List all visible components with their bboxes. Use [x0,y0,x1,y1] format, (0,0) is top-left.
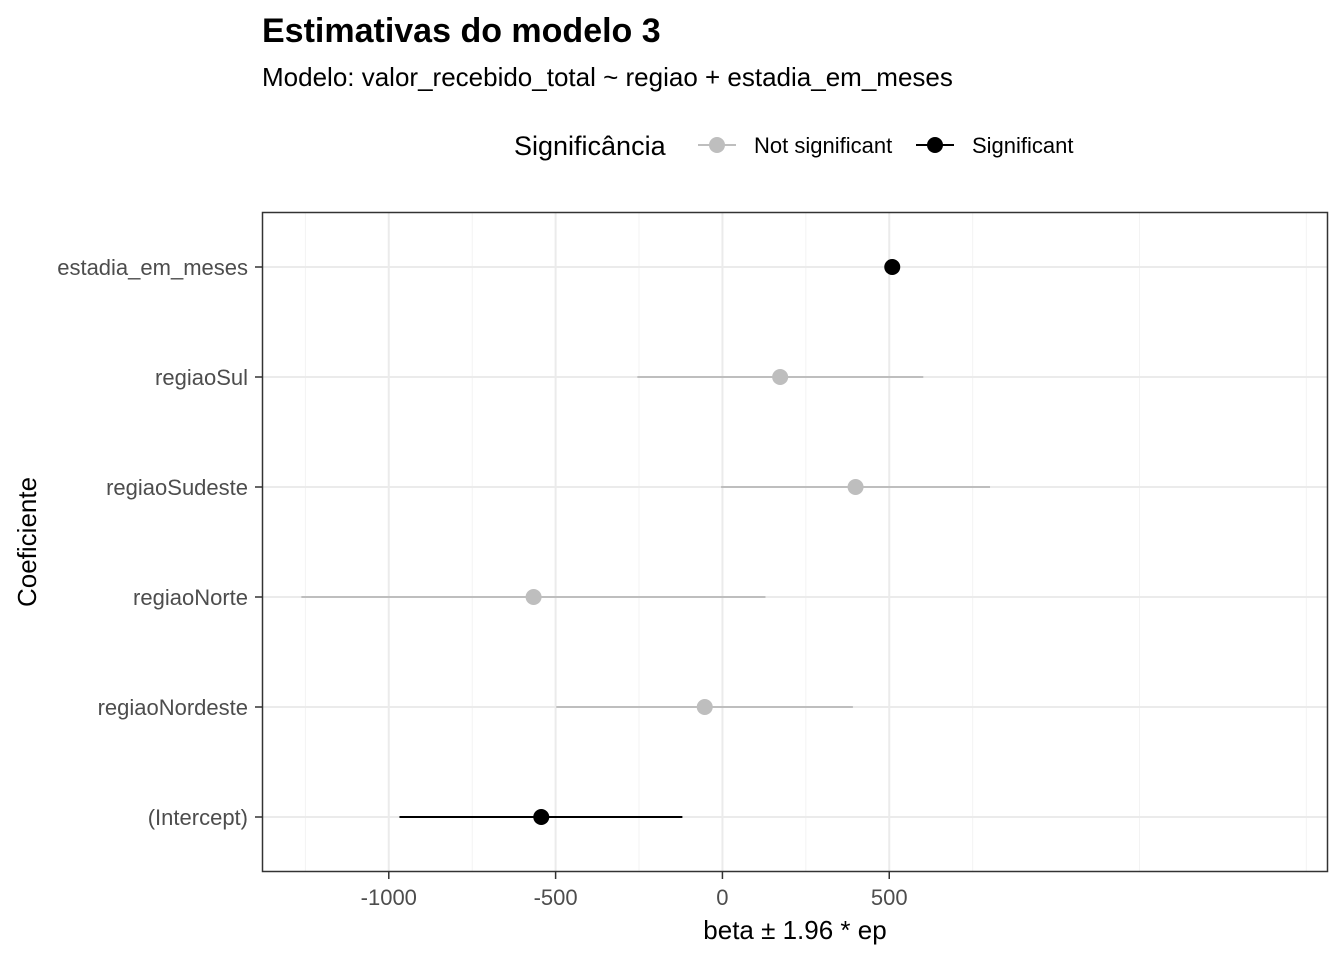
y-tick-label: regiaoNorte [133,585,248,610]
estimate-point [696,699,713,715]
estimate-point [884,259,901,275]
x-tick-label: 500 [871,885,908,910]
x-axis-title: beta ± 1.96 * ep [703,915,886,945]
data-layer [301,259,991,825]
y-tick-label: estadia_em_meses [57,255,248,280]
estimate-point [525,589,542,605]
legend-key-point-significant [927,137,943,153]
chart-title: Estimativas do modelo 3 [262,12,661,50]
x-tick-label: 0 [716,885,728,910]
axes: -1000 -500 0 500 (Intercept) regiaoNordeste re… [57,255,907,910]
estimate-point [772,369,789,385]
x-tick-label: -500 [534,885,578,910]
legend: Significância Not significant Significan… [514,131,1074,161]
legend-label-significant: Significant [972,133,1074,158]
estimate-point [847,479,864,495]
legend-label-not-significant: Not significant [754,133,892,158]
y-tick-label: (Intercept) [148,805,248,830]
y-tick-label: regiaoSudeste [106,475,248,500]
legend-title: Significância [514,131,667,161]
chart-subtitle: Modelo: valor_recebido_total ~ regiao + … [262,62,953,92]
panel-background [262,212,1328,872]
y-axis-title: Coeficiente [12,477,42,607]
panel-border [261,211,1329,873]
estimate-point [533,809,550,825]
legend-key-point-not-significant [709,137,725,153]
y-tick-label: regiaoNordeste [98,695,248,720]
x-tick-label: -1000 [361,885,417,910]
y-tick-label: regiaoSul [155,365,248,390]
